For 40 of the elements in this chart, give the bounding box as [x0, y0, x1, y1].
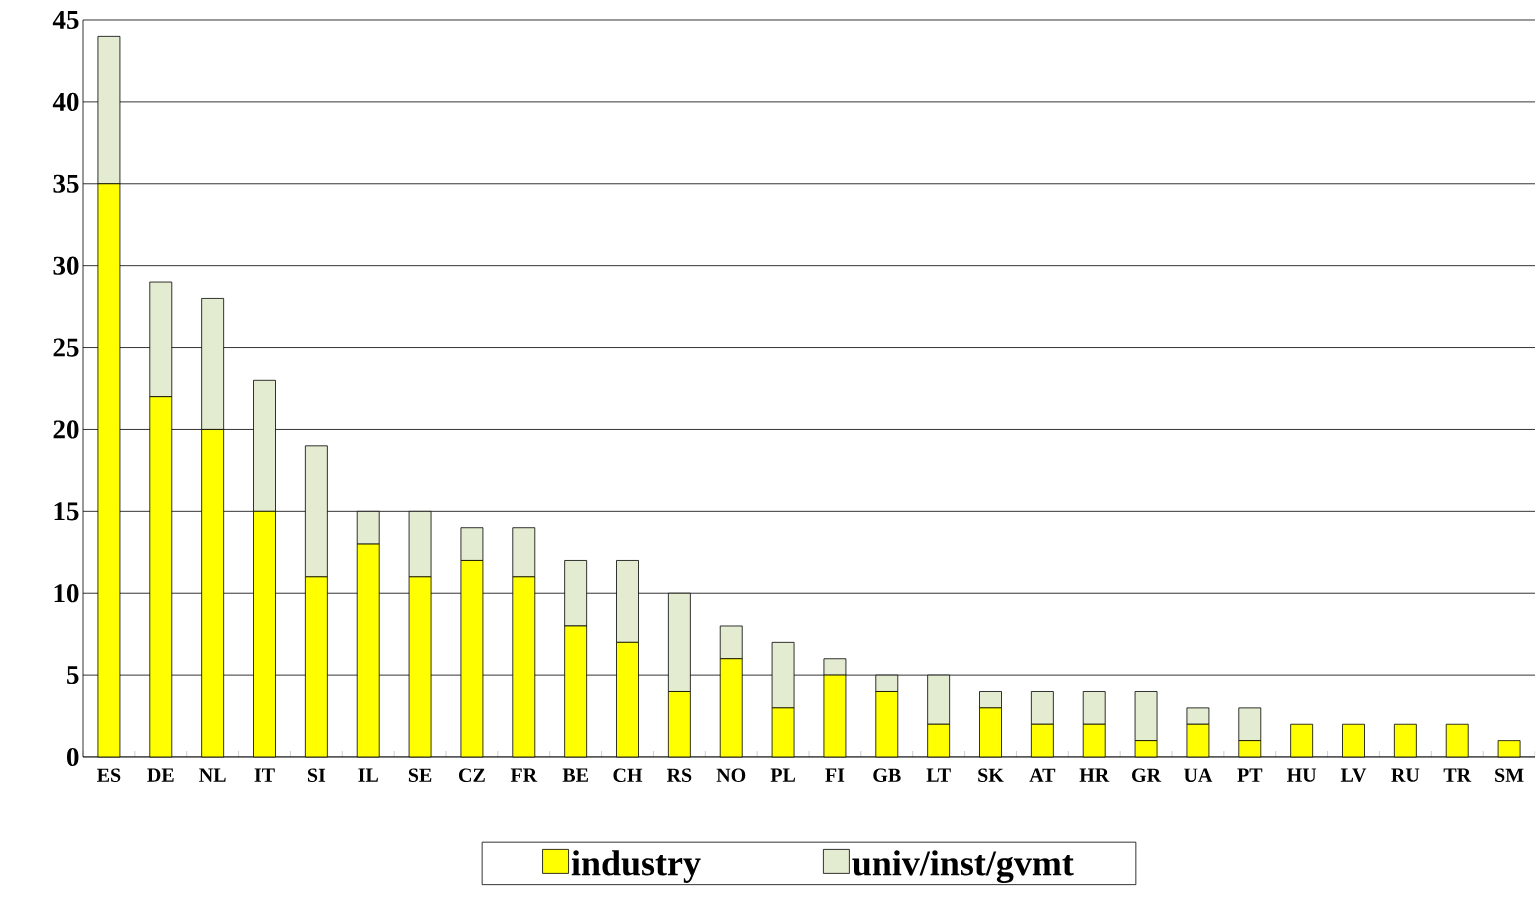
legend-label: industry	[571, 850, 701, 883]
x-tick-label: PL	[770, 768, 796, 782]
y-tick-label: 0	[67, 747, 79, 767]
x-tick-label: HR	[1079, 768, 1110, 782]
y-tick-label: 25	[53, 338, 79, 357]
x-tick-label: DE	[147, 768, 174, 782]
x-tick-label: IL	[358, 768, 378, 782]
x-tick-label: RU	[1391, 768, 1420, 782]
x-tick-label: CH	[613, 768, 643, 782]
x-tick-label: RS	[666, 768, 692, 782]
x-tick-label: HU	[1286, 768, 1317, 782]
x-tick-label: NL	[199, 768, 226, 782]
x-tick-label: AT	[1029, 768, 1056, 782]
x-tick-label: SM	[1495, 768, 1524, 782]
x-tick-label: IT	[254, 768, 275, 782]
x-tick-label: SK	[978, 768, 1004, 782]
x-tick-label: PT	[1237, 768, 1263, 782]
x-tick-label: NO	[716, 768, 746, 782]
y-tick-label: 15	[54, 502, 79, 521]
y-tick-label: 45	[52, 10, 79, 30]
y-tick-label: 40	[52, 92, 79, 111]
x-tick-label: FR	[510, 768, 538, 782]
x-tick-label: GR	[1132, 768, 1162, 782]
y-tick-label: 35	[53, 174, 79, 193]
y-tick-label: 10	[54, 584, 79, 603]
x-tick-label: LT	[926, 768, 951, 782]
x-tick-label: CZ	[459, 768, 485, 782]
x-tick-label: BE	[562, 768, 588, 782]
x-tick-label: GB	[873, 768, 901, 782]
x-tick-label: TR	[1443, 768, 1472, 782]
y-tick-label: 5	[67, 666, 79, 685]
x-tick-label: SI	[307, 768, 326, 782]
x-tick-label: LV	[1340, 768, 1367, 782]
y-tick-label: 30	[53, 256, 79, 275]
x-tick-label: UA	[1183, 768, 1213, 782]
x-tick-label: SE	[408, 768, 432, 782]
y-tick-label: 20	[53, 420, 79, 439]
legend-label: univ/inst/gvmt	[852, 850, 1074, 884]
x-tick-label: ES	[97, 768, 121, 782]
x-tick-label: FI	[825, 768, 845, 782]
